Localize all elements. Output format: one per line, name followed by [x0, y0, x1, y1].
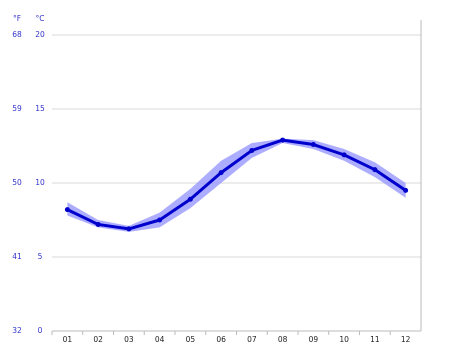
data-point — [95, 221, 101, 227]
x-tick-label: 10 — [339, 335, 349, 344]
x-tick-label: 08 — [278, 335, 288, 344]
data-point — [341, 152, 347, 158]
y-tick-label: 5 — [38, 252, 43, 261]
data-point — [187, 196, 193, 202]
data-point — [218, 170, 224, 176]
data-point — [249, 147, 255, 153]
data-point — [280, 137, 286, 143]
y-tick-label: 20 — [35, 30, 45, 39]
x-tick-label: 07 — [247, 335, 257, 344]
y-tick-label: 10 — [35, 178, 45, 187]
data-point — [64, 207, 70, 213]
y-tick-label: 15 — [35, 104, 45, 113]
x-tick-label: 12 — [401, 335, 411, 344]
x-tick-label: 03 — [124, 335, 134, 344]
y2-tick-label: 32 — [12, 326, 22, 335]
range-band — [67, 138, 406, 232]
x-tick-label: 02 — [93, 335, 103, 344]
data-point — [157, 217, 163, 223]
y2-tick-label: 68 — [12, 30, 22, 39]
x-tick-label: 09 — [309, 335, 319, 344]
y2-tick-label: 59 — [12, 104, 22, 113]
data-point — [126, 226, 132, 232]
y2-unit: °F — [13, 14, 21, 23]
data-point — [310, 142, 316, 148]
y-tick-label: 0 — [38, 326, 43, 335]
y2-tick-label: 50 — [12, 178, 22, 187]
data-line — [66, 138, 407, 231]
x-tick-label: 06 — [216, 335, 226, 344]
x-tick-label: 05 — [186, 335, 196, 344]
data-point — [403, 187, 409, 193]
data-point — [372, 167, 378, 173]
y-unit: °C — [36, 14, 45, 23]
y2-tick-label: 41 — [12, 252, 22, 261]
x-tick-label: 04 — [155, 335, 165, 344]
x-tick-label: 01 — [63, 335, 73, 344]
x-tick-label: 11 — [370, 335, 380, 344]
